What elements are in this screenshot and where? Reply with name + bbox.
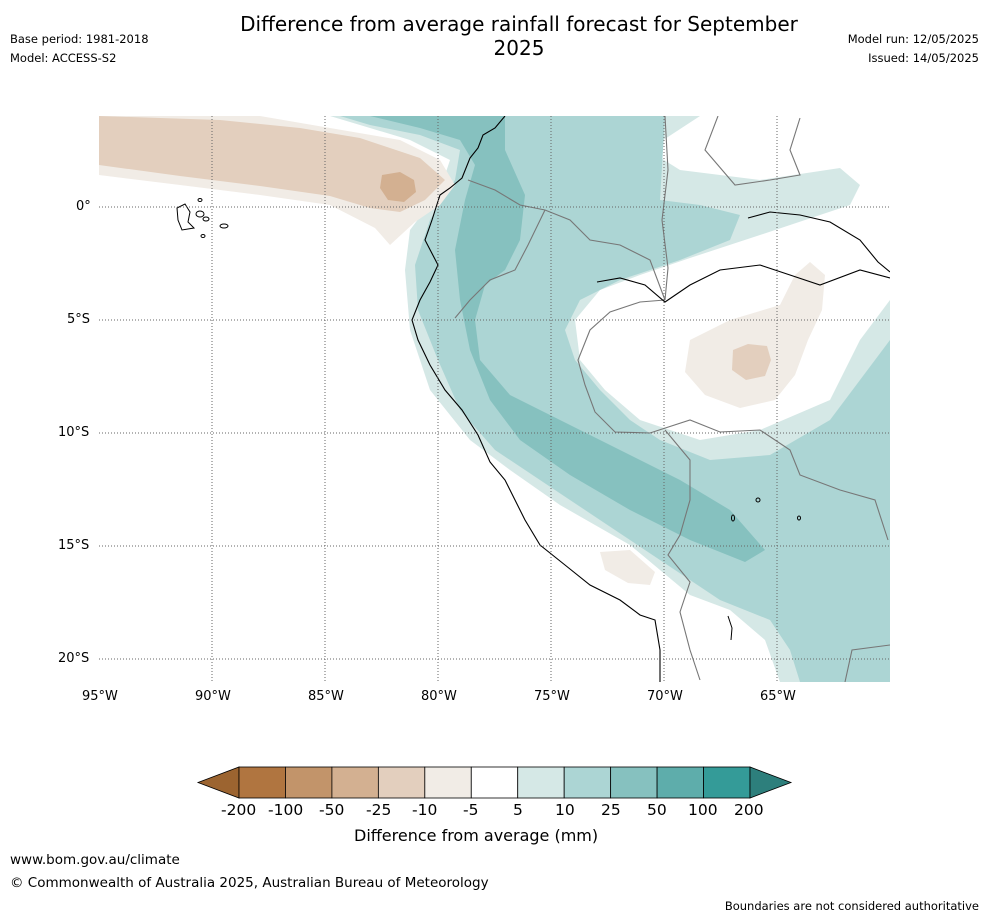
colorbar-segment: [285, 766, 333, 799]
map-field: [99, 116, 890, 682]
contour-25-50: [370, 116, 765, 562]
coastlines: [411, 116, 890, 682]
lon-label-95w: 95°W: [82, 689, 118, 704]
contour-dry-amazon-core: [732, 344, 771, 380]
copyright-text: © Commonwealth of Australia 2025, Austra…: [10, 875, 489, 891]
colorbar-segment: [331, 766, 379, 799]
colorbar-tick: 10: [555, 801, 575, 819]
lon-label-70w: 70°W: [647, 689, 683, 704]
colorbar-tick: 5: [513, 801, 523, 819]
lat-label-20s: 20°S: [58, 651, 90, 666]
page-title: Difference from average rainfall forecas…: [240, 12, 798, 60]
colorbar-segment: [238, 766, 286, 799]
islands: [176, 198, 801, 641]
lat-label-15s: 15°S: [58, 538, 90, 553]
issued-date-text: Issued: 14/05/2025: [868, 51, 979, 65]
colorbar-segment: [703, 766, 751, 799]
lon-label-85w: 85°W: [308, 689, 344, 704]
lon-label-65w: 65°W: [760, 689, 796, 704]
colorbar-segment: [656, 766, 704, 799]
model-run-text: Model run: 12/05/2025: [847, 32, 979, 46]
contour-dry-amazon: [685, 262, 825, 408]
colorbar-tick: 50: [647, 801, 667, 819]
colorbar-extend-max: [749, 766, 793, 799]
graticule: [99, 116, 890, 682]
colorbar-tick: 25: [601, 801, 621, 819]
colorbar-segment: [424, 766, 472, 799]
colorbar-tick: -10: [412, 801, 438, 819]
lat-label-5s: 5°S: [67, 312, 91, 327]
contour-dry-peru: [600, 550, 655, 585]
base-period-text: Base period: 1981-2018: [10, 32, 149, 46]
country-boundaries: [454, 116, 890, 682]
colorbar-tick: 100: [688, 801, 718, 819]
lon-label-90w: 90°W: [195, 689, 231, 704]
model-name-text: Model: ACCESS-S2: [10, 51, 117, 65]
colorbar-segment: [610, 766, 658, 799]
contour-dry-ocean-inner: [99, 116, 445, 212]
colorbar-title: Difference from average (mm): [354, 826, 599, 845]
colorbar-segment: [377, 766, 426, 799]
lat-label-0: 0°: [76, 199, 91, 214]
colorbar-tick: -5: [463, 801, 479, 819]
colorbar-tick: -25: [366, 801, 392, 819]
colorbar-segment: [470, 766, 519, 799]
colorbar-tick: -200: [221, 801, 257, 819]
colorbar-tick: -50: [319, 801, 345, 819]
colorbar-extend-min: [196, 766, 240, 799]
disclaimer-text: Boundaries are not considered authoritat…: [724, 899, 979, 913]
contour-dry-ocean-core: [380, 172, 416, 202]
lon-label-75w: 75°W: [534, 689, 570, 704]
colorbar-tick: 200: [734, 801, 764, 819]
colorbar-segment: [517, 766, 565, 799]
colorbar-tick: -100: [268, 801, 304, 819]
website-link[interactable]: www.bom.gov.au/climate: [10, 852, 180, 868]
colorbar-segment: [563, 766, 612, 799]
lat-label-10s: 10°S: [58, 425, 90, 440]
lon-label-80w: 80°W: [421, 689, 457, 704]
colorbar: [196, 766, 793, 799]
